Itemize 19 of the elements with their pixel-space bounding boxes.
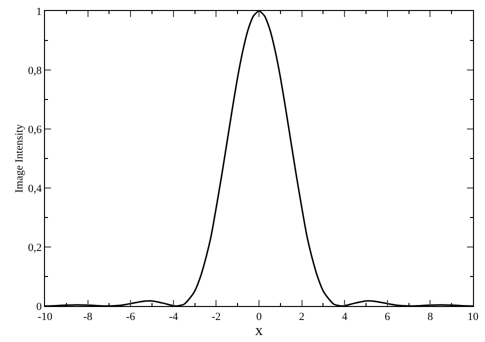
y-axis-title: Image Intensity — [14, 124, 26, 193]
x-tick-label: 6 — [384, 311, 391, 324]
x-tick-label: -8 — [83, 311, 93, 324]
x-tick-label: 0 — [256, 311, 262, 324]
y-tick-label: 0,4 — [28, 182, 42, 195]
y-tick-label: 1 — [36, 6, 42, 18]
x-tick-label: -10 — [38, 311, 53, 324]
x-tick-label: 4 — [342, 311, 348, 324]
y-tick-label: 0,6 — [28, 124, 42, 136]
y-tick-label: 0 — [36, 300, 42, 313]
y-tick-label: 0,8 — [28, 64, 42, 77]
x-tick-label: 10 — [468, 311, 479, 324]
x-tick-label: 8 — [427, 311, 434, 324]
x-tick-label: -2 — [212, 311, 221, 324]
x-axis-title: x — [255, 323, 264, 340]
x-tick-label: -6 — [126, 311, 136, 324]
x-tick-label: 2 — [299, 311, 305, 324]
x-tick-label: -4 — [168, 311, 178, 324]
y-tick-label: 0,2 — [28, 242, 42, 254]
